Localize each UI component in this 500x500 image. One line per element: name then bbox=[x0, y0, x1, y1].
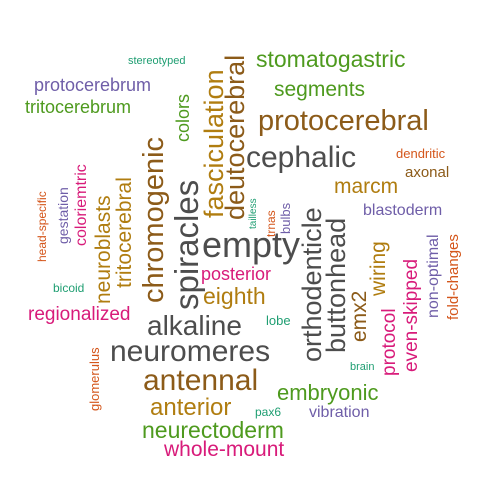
word-neuromeres: neuromeres bbox=[110, 335, 271, 368]
word-gestation: gestation bbox=[55, 187, 71, 244]
word-tritocerebral: tritocerebral bbox=[113, 177, 136, 288]
word-spiracles: spiracles bbox=[168, 179, 205, 310]
word-marcm: marcm bbox=[334, 175, 399, 198]
word-chromogenic: chromogenic bbox=[138, 136, 170, 303]
word-posterior: posterior bbox=[201, 264, 272, 284]
word-tritocerebrum: tritocerebrum bbox=[25, 97, 132, 117]
word-segments: segments bbox=[274, 78, 366, 101]
word-alkaline: alkaline bbox=[147, 310, 242, 341]
word-protocerebral: protocerebral bbox=[258, 105, 429, 137]
word-antennal: antennal bbox=[143, 364, 259, 397]
word-emx2: emx2 bbox=[348, 290, 371, 342]
word-dendritic: dendritic bbox=[396, 146, 446, 161]
word-anterior: anterior bbox=[150, 394, 232, 421]
word-fold-changes: fold-changes bbox=[445, 234, 462, 320]
word-bicoid: bicoid bbox=[53, 281, 85, 295]
word-empty: empty bbox=[202, 224, 301, 265]
word-colors: colors bbox=[173, 93, 193, 142]
word-brain: brain bbox=[350, 361, 375, 373]
word-eighth: eighth bbox=[203, 283, 266, 309]
word-regionalized: regionalized bbox=[28, 304, 131, 325]
word-glomerulus: glomerulus bbox=[87, 347, 102, 411]
word-cephalic: cephalic bbox=[246, 141, 357, 174]
word-protocol: protocol bbox=[379, 308, 400, 376]
word-vibration: vibration bbox=[309, 404, 370, 421]
word-pax6: pax6 bbox=[255, 405, 282, 419]
word-buttonhead: buttonhead bbox=[321, 217, 351, 353]
word-stomatogastric: stomatogastric bbox=[256, 46, 406, 72]
word-non-optimal: non-optimal bbox=[425, 234, 442, 318]
word-stereotyped: stereotyped bbox=[128, 55, 186, 67]
word-deutocerebral: deutocerebral bbox=[220, 54, 250, 220]
word-neuroblasts: neuroblasts bbox=[92, 195, 115, 304]
word-neurectoderm: neurectoderm bbox=[142, 417, 284, 443]
word-embryonic: embryonic bbox=[277, 380, 379, 405]
word-wiring: wiring bbox=[367, 241, 390, 296]
word-lobe: lobe bbox=[266, 313, 291, 328]
word-axonal: axonal bbox=[405, 164, 450, 181]
word-whole-mount: whole-mount bbox=[164, 438, 285, 461]
word-blastoderm: blastoderm bbox=[363, 202, 443, 219]
word-head-specific: head-specific bbox=[35, 191, 49, 262]
word-coloriemtric: coloriemtric bbox=[73, 164, 90, 246]
word-even-skipped: even-skipped bbox=[401, 258, 422, 372]
word-protocerebrum: protocerebrum bbox=[34, 75, 152, 95]
